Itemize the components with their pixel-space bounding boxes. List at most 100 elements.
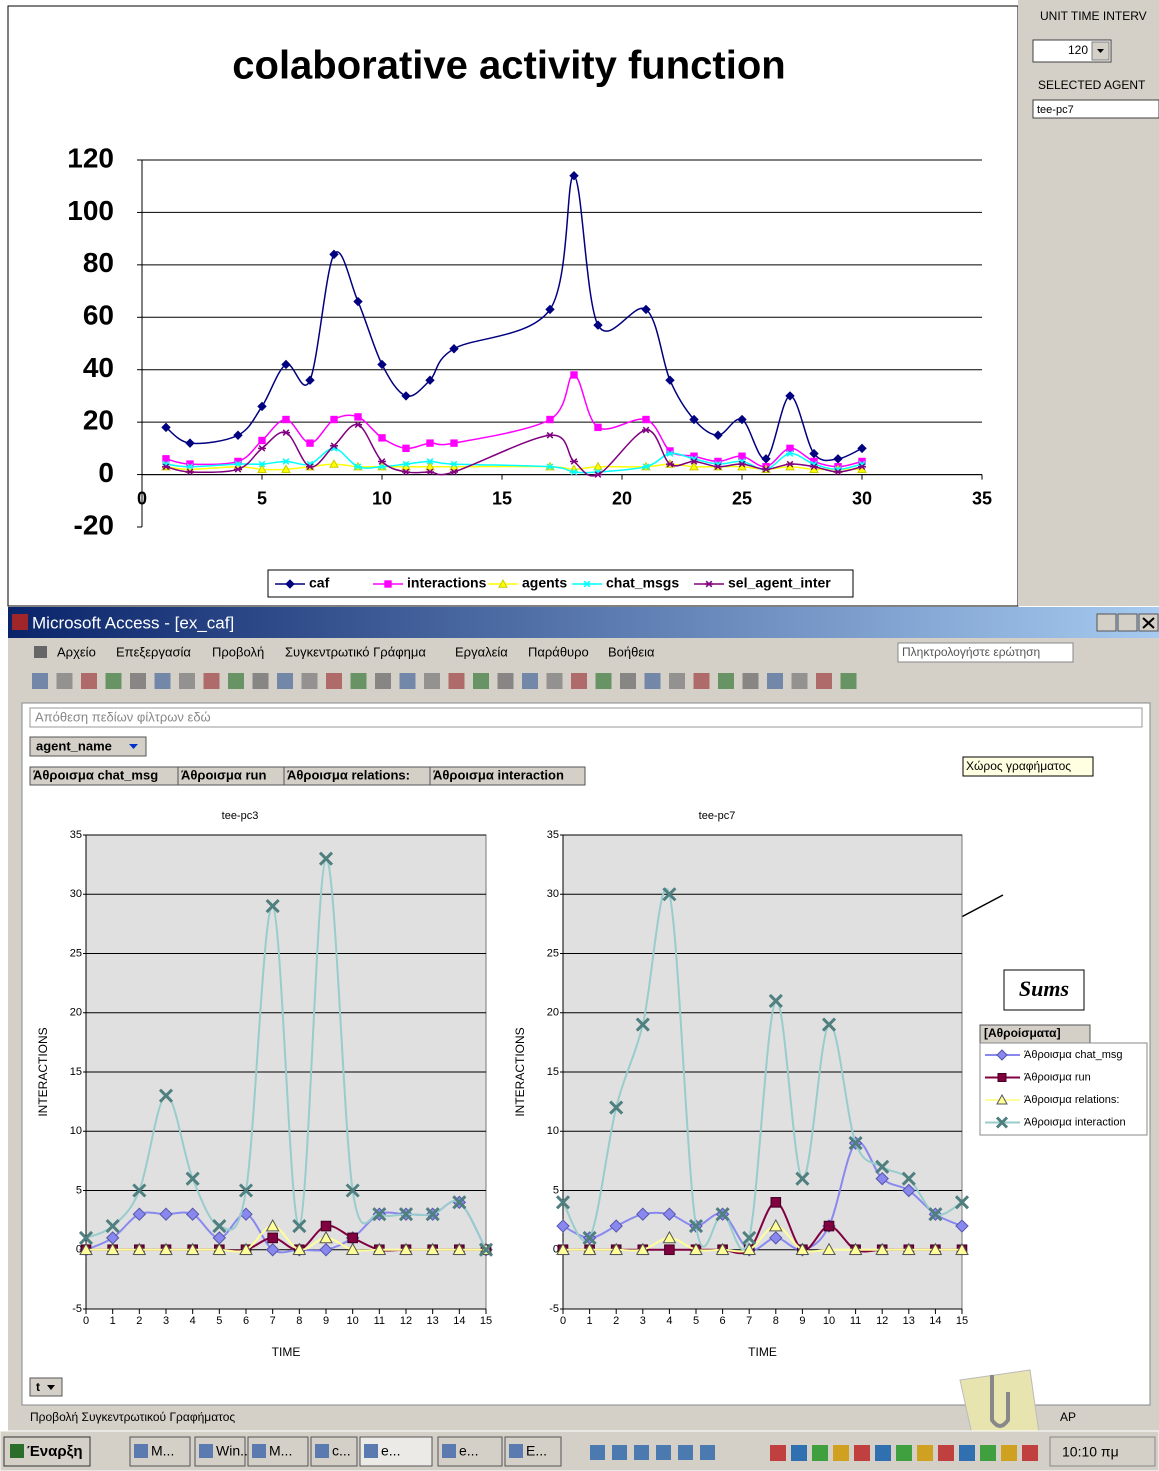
toolbar-icon[interactable] bbox=[106, 673, 122, 689]
menu-item[interactable]: Βοήθεια bbox=[608, 644, 655, 659]
y-axis-label: INTERACTIONS bbox=[36, 1027, 50, 1116]
toolbar-icon[interactable] bbox=[277, 673, 293, 689]
menu-item[interactable]: Επεξεργασία bbox=[116, 644, 191, 659]
toolbar-icon[interactable] bbox=[767, 673, 783, 689]
tray-icon[interactable] bbox=[791, 1445, 807, 1461]
data-fields: Άθροισμα chat_msgΆθροισμα runΆθροισμα re… bbox=[30, 767, 585, 785]
x-tick-label: 20 bbox=[612, 488, 632, 508]
legend-label: caf bbox=[309, 575, 330, 591]
x-tick-label: 11 bbox=[850, 1315, 861, 1327]
y-tick-label: 15 bbox=[70, 1066, 82, 1078]
x-tick-label: 13 bbox=[903, 1315, 915, 1327]
quick-launch-icon[interactable] bbox=[634, 1445, 649, 1460]
toolbar-icon[interactable] bbox=[522, 673, 538, 689]
quick-launch-icon[interactable] bbox=[590, 1445, 605, 1460]
toolbar-icon[interactable] bbox=[743, 673, 759, 689]
tray-icon[interactable] bbox=[854, 1445, 870, 1461]
menu-bar: Αρχείο Επεξεργασία Προβολή Συγκεντρωτικό Γρ… bbox=[57, 644, 655, 659]
x-axis-label: TIME bbox=[748, 1345, 777, 1359]
tray-icon[interactable] bbox=[896, 1445, 912, 1461]
tray-icon[interactable] bbox=[770, 1445, 786, 1461]
toolbar-icon[interactable] bbox=[302, 673, 318, 689]
data-point bbox=[331, 416, 337, 422]
menu-item[interactable]: Προβολή bbox=[212, 644, 264, 659]
quick-launch-icon[interactable] bbox=[678, 1445, 693, 1460]
menu-item[interactable]: Εργαλεία bbox=[455, 644, 508, 659]
tray-icon[interactable] bbox=[875, 1445, 891, 1461]
tray-icon[interactable] bbox=[980, 1445, 996, 1461]
legend-label: Άθροισμα interaction bbox=[1024, 1116, 1126, 1128]
menu-item[interactable]: Αρχείο bbox=[57, 644, 96, 659]
data-field: Άθροισμα relations: bbox=[287, 767, 410, 782]
tray-icon[interactable] bbox=[833, 1445, 849, 1461]
toolbar-icon[interactable] bbox=[669, 673, 685, 689]
x-tick-label: 14 bbox=[929, 1315, 941, 1327]
tray-icon[interactable] bbox=[812, 1445, 828, 1461]
legend-title: [Αθροίσματα] bbox=[984, 1026, 1061, 1040]
chart-area bbox=[8, 6, 1018, 606]
y-tick-label: 25 bbox=[70, 947, 82, 959]
toolbar-icon[interactable] bbox=[718, 673, 734, 689]
toolbar-icon[interactable] bbox=[596, 673, 612, 689]
toolbar-icon[interactable] bbox=[547, 673, 563, 689]
toolbar-icon[interactable] bbox=[351, 673, 367, 689]
legend-label: Άθροισμα relations: bbox=[1024, 1094, 1119, 1106]
y-tick-label: 100 bbox=[67, 195, 114, 226]
toolbar-icon[interactable] bbox=[694, 673, 710, 689]
task-icon bbox=[315, 1444, 329, 1458]
toolbar-icon[interactable] bbox=[620, 673, 636, 689]
data-field: Άθροισμα chat_msg bbox=[33, 767, 158, 782]
toolbar-icon[interactable] bbox=[816, 673, 832, 689]
y-tick-label: 35 bbox=[70, 829, 82, 841]
toolbar-icon[interactable] bbox=[473, 673, 489, 689]
toolbar-icon[interactable] bbox=[400, 673, 416, 689]
selected-agent-value: tee-pc7 bbox=[1037, 104, 1074, 116]
menu-item[interactable]: Συγκεντρωτικό Γράφημα bbox=[285, 644, 426, 659]
task-label: e... bbox=[381, 1443, 400, 1459]
toolbar-icon[interactable] bbox=[155, 673, 171, 689]
toolbar-icon[interactable] bbox=[498, 673, 514, 689]
task-label: M... bbox=[151, 1443, 174, 1459]
tray-icon[interactable] bbox=[917, 1445, 933, 1461]
toolbar-icon[interactable] bbox=[326, 673, 342, 689]
toolbar-icon[interactable] bbox=[130, 673, 146, 689]
quick-launch-icon[interactable] bbox=[700, 1445, 715, 1460]
toolbar-icon[interactable] bbox=[792, 673, 808, 689]
tray-icon[interactable] bbox=[1001, 1445, 1017, 1461]
filter-drop-text: Απόθεση πεδίων φίλτρων εδώ bbox=[35, 709, 211, 724]
y-tick-label: 10 bbox=[70, 1125, 82, 1137]
toolbar-icon[interactable] bbox=[228, 673, 244, 689]
toolbar-icon[interactable] bbox=[179, 673, 195, 689]
toolbar-icon[interactable] bbox=[571, 673, 587, 689]
y-tick-label: 10 bbox=[547, 1125, 559, 1137]
data-point bbox=[268, 1233, 278, 1243]
maximize-button[interactable] bbox=[1118, 614, 1137, 631]
toolbar-icon[interactable] bbox=[204, 673, 220, 689]
quick-launch-icon[interactable] bbox=[612, 1445, 627, 1460]
tray-icon[interactable] bbox=[938, 1445, 954, 1461]
toolbar-icon[interactable] bbox=[424, 673, 440, 689]
tray-icon[interactable] bbox=[959, 1445, 975, 1461]
legend-label: sel_agent_inter bbox=[728, 575, 831, 591]
toolbar-icon[interactable] bbox=[32, 673, 48, 689]
toolbar-icon[interactable] bbox=[81, 673, 97, 689]
toolbar-icon[interactable] bbox=[253, 673, 269, 689]
y-tick-label: 20 bbox=[70, 1007, 82, 1019]
quick-launch-icon[interactable] bbox=[656, 1445, 671, 1460]
toolbar-icon[interactable] bbox=[57, 673, 73, 689]
minimize-button[interactable] bbox=[1097, 614, 1116, 631]
task-buttons: M...Win...M...c...e...e...E... bbox=[130, 1437, 561, 1466]
data-point bbox=[259, 437, 265, 443]
chart-title: tee-pc3 bbox=[222, 810, 259, 822]
y-tick-label: -5 bbox=[549, 1303, 559, 1315]
start-icon bbox=[10, 1444, 24, 1458]
data-point bbox=[595, 424, 601, 430]
y-tick-label: 5 bbox=[76, 1184, 82, 1196]
toolbar-icon[interactable] bbox=[841, 673, 857, 689]
toolbar-icon[interactable] bbox=[449, 673, 465, 689]
category-field-button[interactable] bbox=[30, 1378, 62, 1396]
menu-item[interactable]: Παράθυρο bbox=[528, 644, 589, 659]
toolbar-icon[interactable] bbox=[375, 673, 391, 689]
tray-icon[interactable] bbox=[1022, 1445, 1038, 1461]
toolbar-icon[interactable] bbox=[645, 673, 661, 689]
